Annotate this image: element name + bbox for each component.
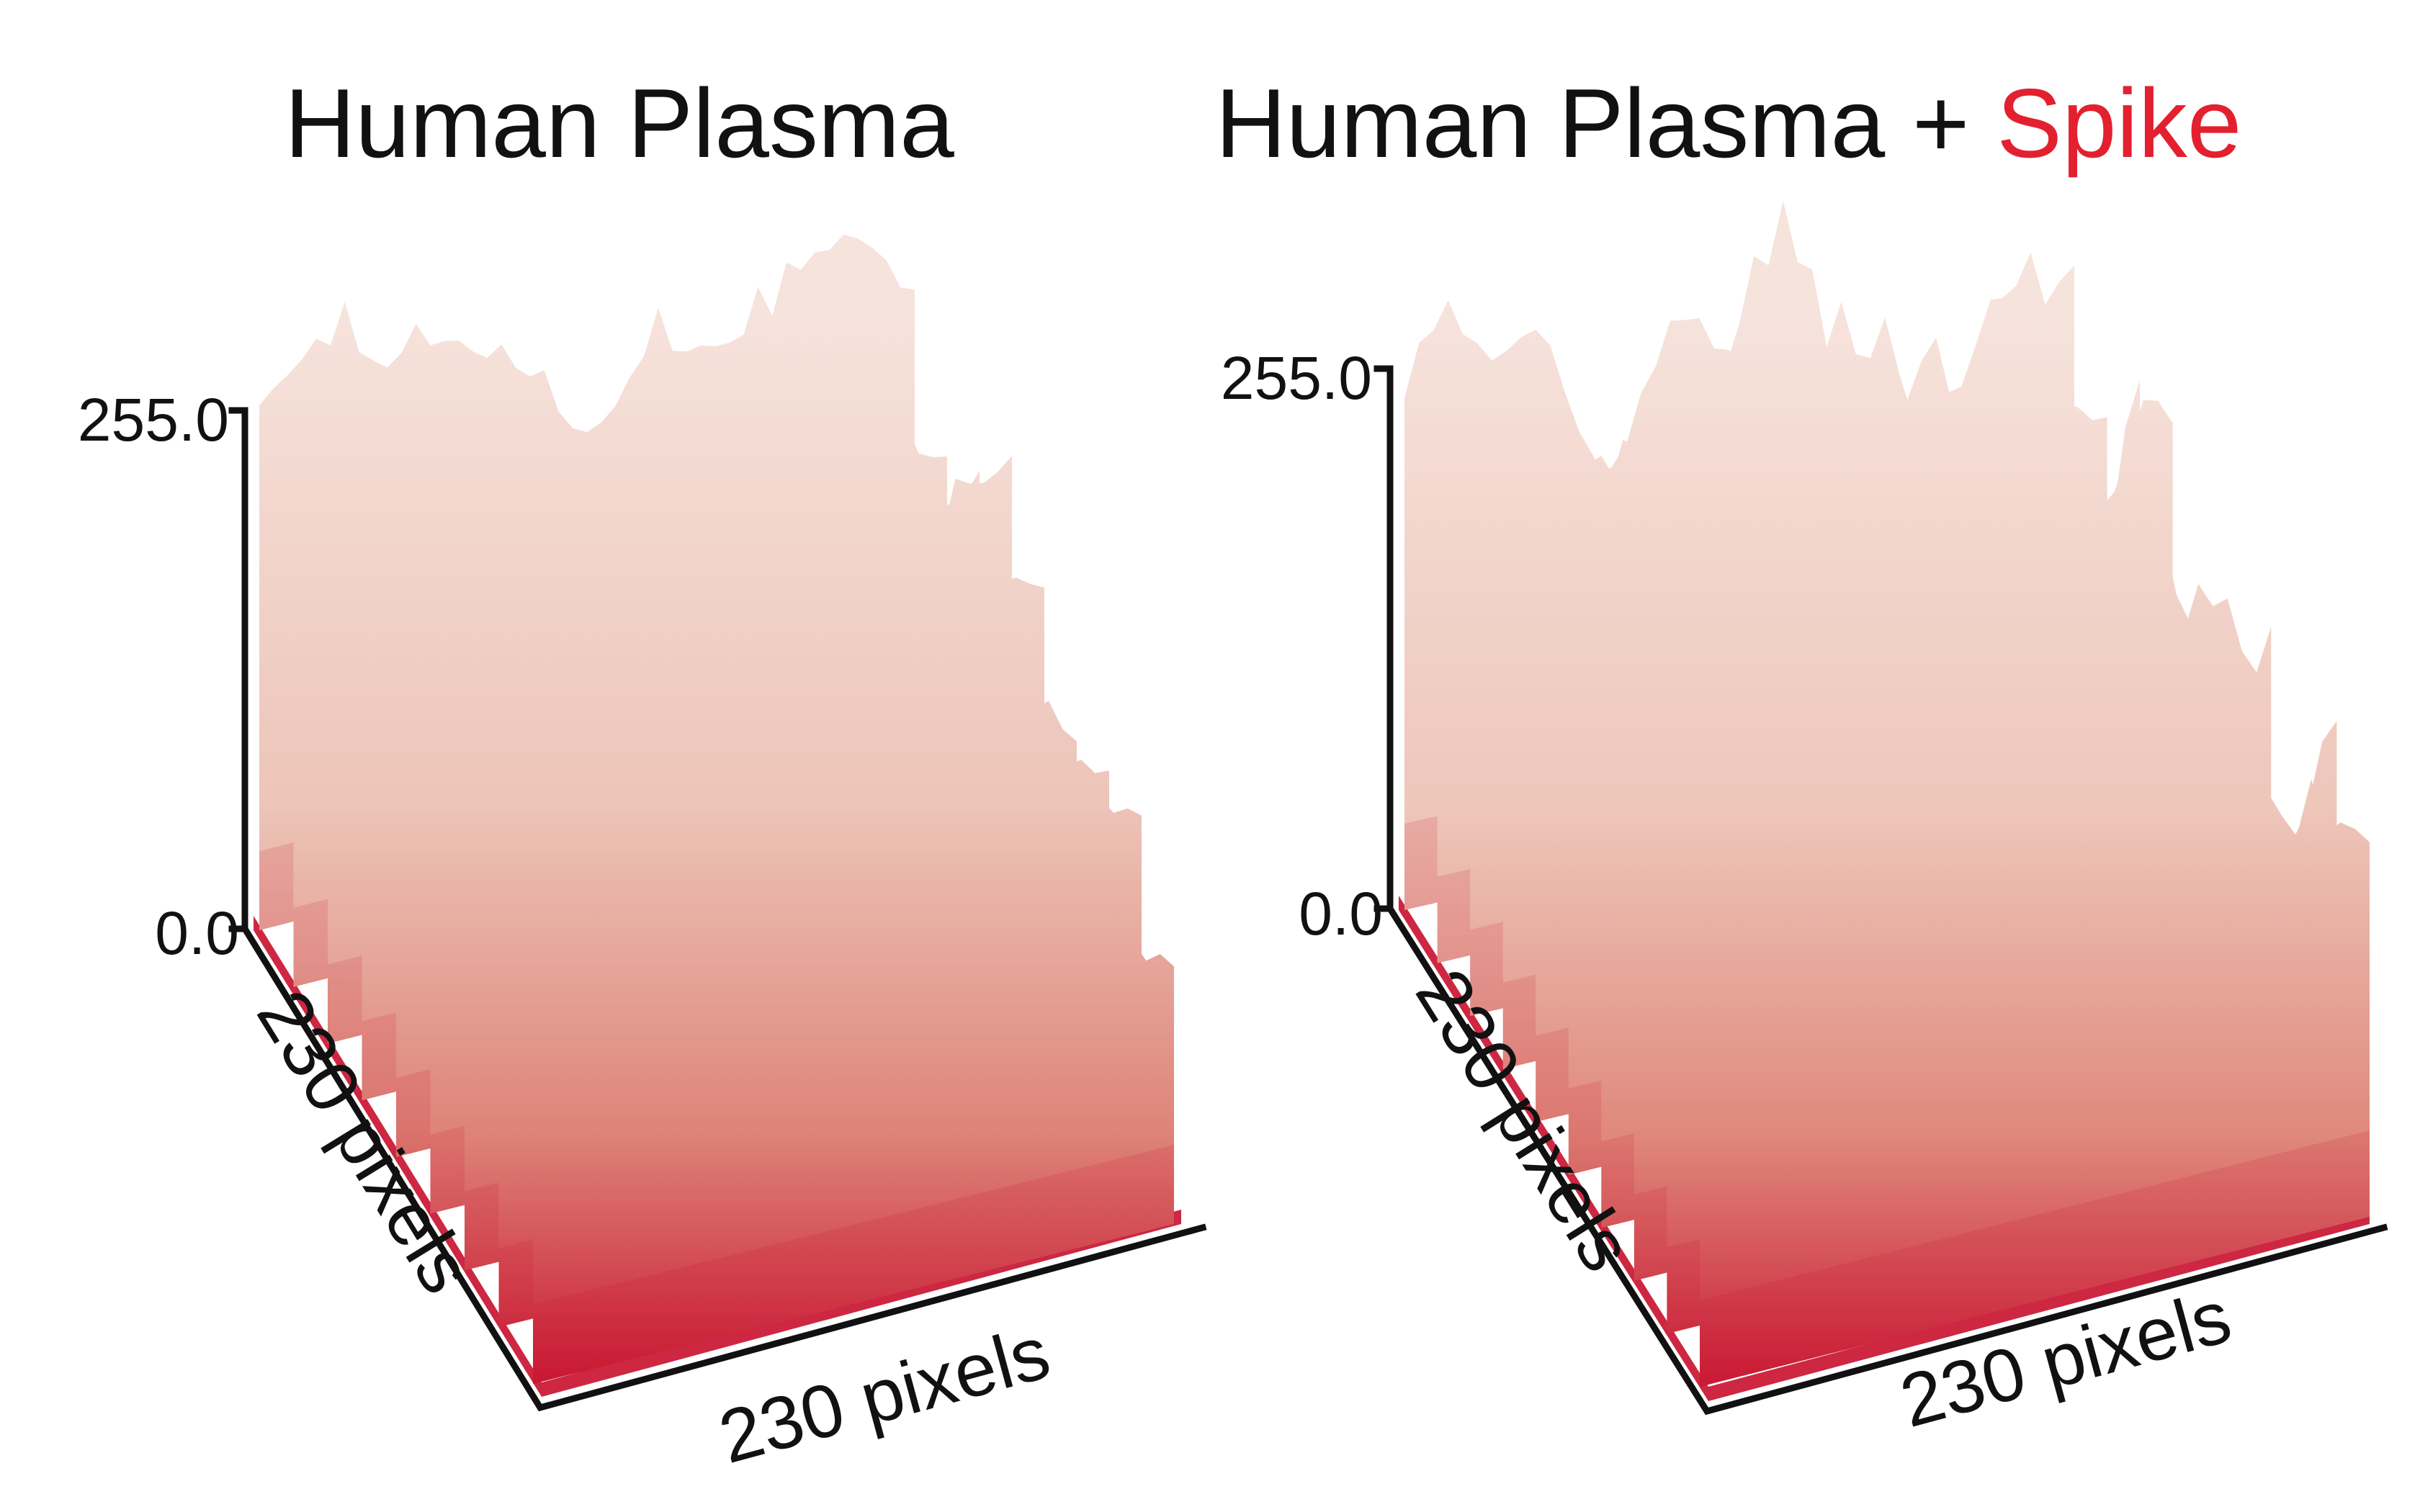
z-tick-label-max-right: 255.0 — [1221, 344, 1372, 412]
surface-right-ridge-9 — [1700, 778, 2370, 1387]
surface-left-ridge-8-shade — [533, 1145, 1174, 1384]
surface-plot-human-plasma: Human Plasma 255.0 0.0 230 pixels 230 pi… — [78, 68, 1207, 1480]
z-tick-label-min-right: 0.0 — [1299, 880, 1383, 948]
z-tick-label-min-left: 0.0 — [155, 899, 239, 967]
surface-plot-human-plasma-spike: Human Plasma + Spike 255.0 0.0 230 pixel… — [1216, 68, 2388, 1444]
base-axes-right — [1385, 904, 2388, 1416]
title-part-spike: Spike — [1996, 68, 2241, 178]
surface-right-ridge-9-shade — [1700, 1130, 2370, 1387]
panel-title-human-plasma: Human Plasma — [284, 68, 954, 178]
base-axes-left — [240, 924, 1207, 1412]
surface-left — [254, 235, 1181, 1397]
z-tick-label-max-left: 255.0 — [78, 386, 229, 454]
surface-right — [1399, 200, 2370, 1401]
panel-title-human-plasma-spike: Human Plasma + Spike — [1216, 68, 2242, 178]
title-part-plain: Human Plasma + — [1216, 68, 1997, 178]
surface-left-ridge-8 — [533, 832, 1174, 1384]
